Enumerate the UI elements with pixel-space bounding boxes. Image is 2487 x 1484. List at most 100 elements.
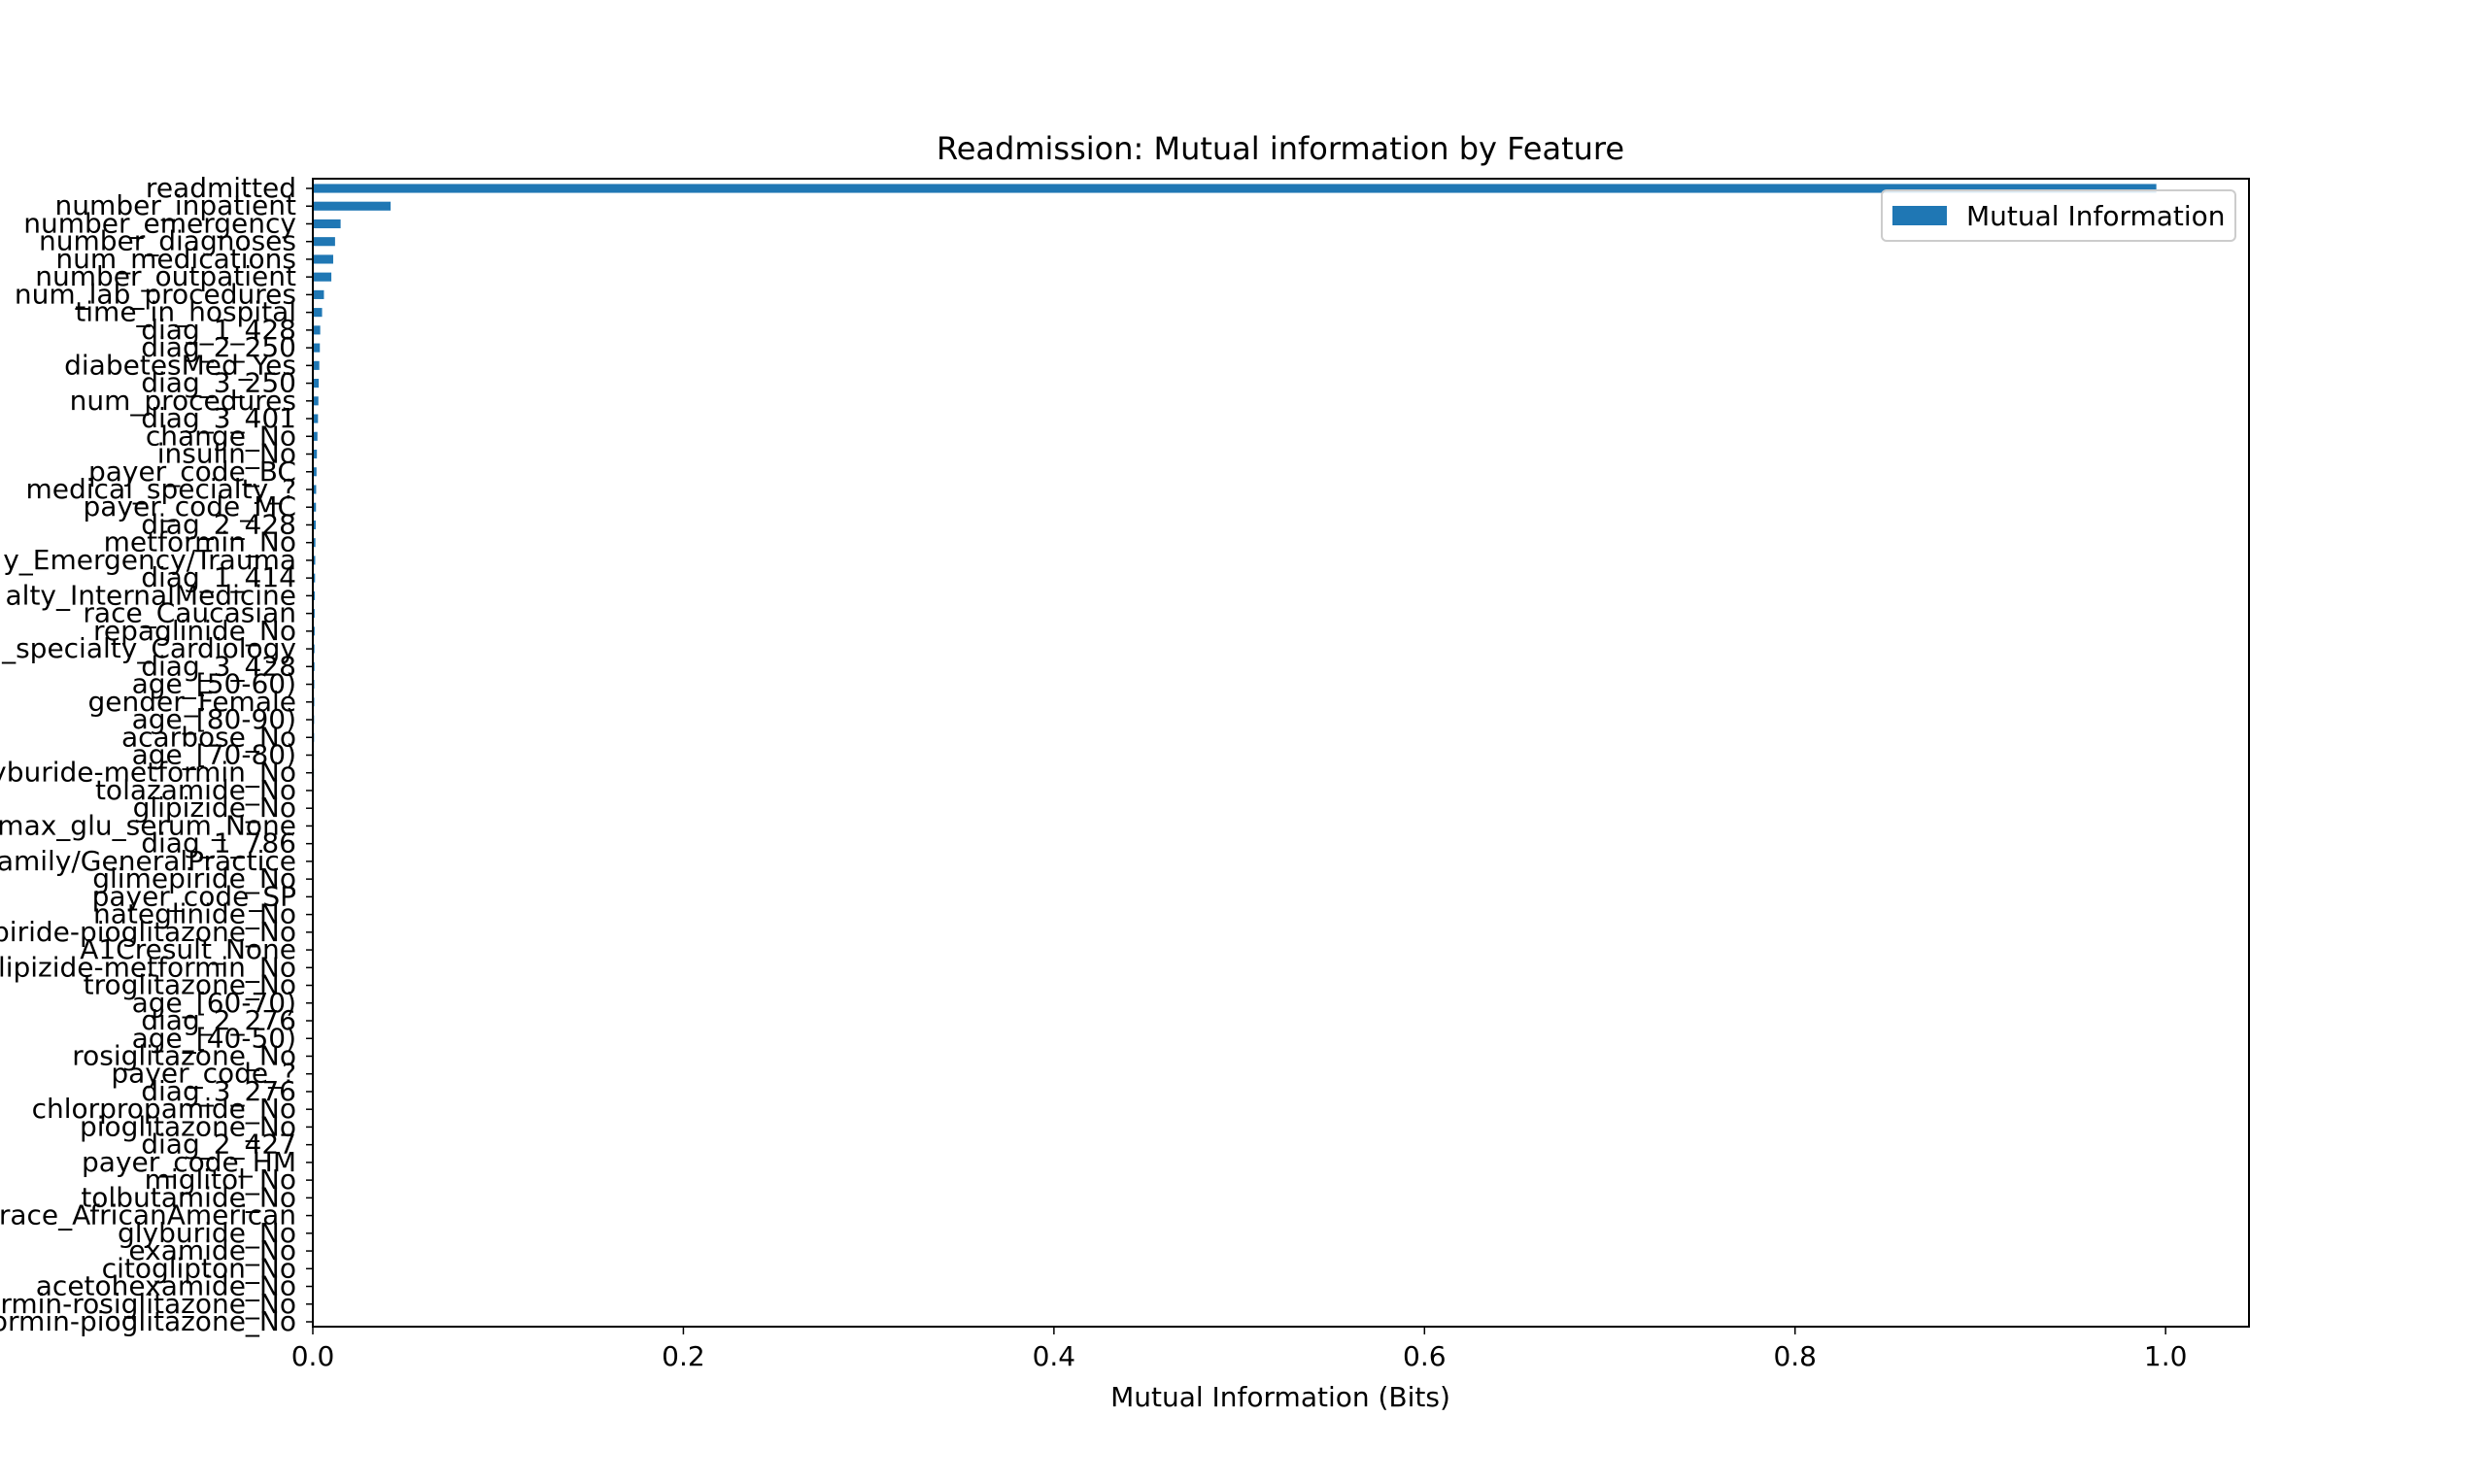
y-tick-label: payer_code_SP bbox=[92, 880, 296, 912]
y-tick-label: _specialty_Cardiology bbox=[1, 632, 296, 664]
bar-9 bbox=[313, 343, 321, 353]
y-tick-label: age_[80-90) bbox=[132, 703, 296, 735]
y-tick-label: yburide-metformin_No bbox=[0, 757, 296, 789]
y-tick-label: diag_3_276 bbox=[141, 1075, 296, 1107]
y-tick-label: piride-pioglitazone_No bbox=[0, 916, 296, 948]
y-tick-label: amily/GeneralPractice bbox=[0, 845, 296, 877]
bar-10 bbox=[313, 360, 320, 370]
x-axis-label: Mutual Information (Bits) bbox=[1110, 1381, 1450, 1413]
y-tick-label: change_No bbox=[146, 420, 296, 452]
y-tick-label: num_medications bbox=[55, 243, 296, 275]
bar-20 bbox=[313, 538, 316, 548]
y-tick-label: num_procedures bbox=[70, 385, 296, 417]
y-tick-label: number_inpatient bbox=[55, 189, 296, 221]
bar-3 bbox=[313, 237, 335, 247]
x-tick-label: 0.8 bbox=[1773, 1340, 1817, 1372]
x-tick-label: 0.4 bbox=[1033, 1340, 1076, 1372]
y-tick-label: diag_2_428 bbox=[141, 508, 296, 540]
y-tick-label: examide_No bbox=[128, 1234, 296, 1266]
y-tick-label: rmin-rosiglitazone_No bbox=[0, 1288, 296, 1320]
y-tick-label: diag_2_427 bbox=[141, 1129, 296, 1161]
y-tick-label: ormin-pioglitazone_No bbox=[0, 1305, 296, 1337]
y-tick-label: metformin_No bbox=[104, 526, 296, 558]
bar-17 bbox=[313, 485, 317, 494]
bar-0 bbox=[313, 184, 2157, 193]
y-tick-label: race_Caucasian bbox=[83, 597, 296, 629]
y-tick-label: A1Cresult_None bbox=[80, 933, 296, 965]
x-tick-label: 0.6 bbox=[1403, 1340, 1447, 1372]
bar-18 bbox=[313, 502, 317, 512]
y-tick-label: gender_Female bbox=[88, 686, 297, 718]
y-tick-label: payer_code_BC bbox=[88, 455, 296, 488]
y-tick-label: diag_3_428 bbox=[141, 650, 296, 682]
bar-4 bbox=[313, 254, 333, 264]
y-tick-label: age_[50-60) bbox=[132, 668, 296, 700]
y-tick-label: diag_1_786 bbox=[141, 827, 296, 860]
bar-13 bbox=[313, 414, 319, 423]
y-tick-label: diabetesMed_Yes bbox=[64, 349, 296, 381]
y-tick-label: pioglitazone_No bbox=[80, 1110, 296, 1142]
y-tick-label: acetohexamide_No bbox=[36, 1270, 296, 1302]
x-tick-label: 0.0 bbox=[291, 1340, 335, 1372]
y-tick-label: payer_code_MC bbox=[84, 490, 296, 523]
bar-7 bbox=[313, 308, 323, 318]
y-tick-label: diag_2_276 bbox=[141, 1004, 296, 1036]
legend: Mutual Information bbox=[1881, 189, 2236, 242]
legend-swatch bbox=[1892, 206, 1947, 225]
y-tick-label: tolbutamide_No bbox=[81, 1181, 296, 1213]
bar-15 bbox=[313, 449, 318, 459]
x-axis: 0.0 0.2 0.4 0.6 0.8 1.0 bbox=[291, 1327, 2188, 1372]
bar-5 bbox=[313, 272, 332, 282]
bar-16 bbox=[313, 467, 317, 477]
y-tick-label: chlorpropamide_No bbox=[32, 1093, 296, 1125]
y-tick-label: miglitol_No bbox=[145, 1164, 296, 1196]
legend-box bbox=[1881, 189, 2236, 242]
bar-14 bbox=[313, 431, 318, 441]
bar-2 bbox=[313, 219, 341, 229]
bar-6 bbox=[313, 289, 324, 299]
y-tick-label: age_[40-50) bbox=[132, 1022, 296, 1054]
y-tick-label: time_in_hospital bbox=[75, 296, 296, 328]
y-tick-label: glipizide_No bbox=[133, 792, 296, 824]
y-tick-label: alty_InternalMedicine bbox=[6, 579, 296, 611]
y-tick-label: citoglipton_No bbox=[102, 1252, 296, 1284]
y-tick-label: glimepiride_No bbox=[92, 862, 296, 894]
bar-12 bbox=[313, 396, 319, 406]
bar-11 bbox=[313, 379, 320, 388]
bar-19 bbox=[313, 520, 317, 530]
y-tick-label: insulin_No bbox=[157, 438, 296, 470]
y-tick-label: race_AfricanAmerican bbox=[0, 1199, 296, 1231]
y-tick-label: acarbose_No bbox=[121, 721, 296, 753]
y-tick-label: tolazamide_No bbox=[95, 774, 296, 806]
y-tick-label: number_emergency bbox=[23, 207, 296, 239]
y-tick-label: rosiglitazone_No bbox=[72, 1039, 296, 1071]
x-tick-label: 0.2 bbox=[662, 1340, 705, 1372]
x-tick-label: 1.0 bbox=[2144, 1340, 2188, 1372]
y-tick-label: number_diagnoses bbox=[39, 225, 296, 257]
y-tick-label: number_outpatient bbox=[35, 260, 296, 292]
y-tick-label: diag_3_250 bbox=[141, 367, 296, 399]
y-tick-label: lipizide-metformin_No bbox=[0, 951, 296, 983]
y-tick-label: max_glu_serum_None bbox=[0, 809, 296, 841]
y-tick-label: age_[60-70) bbox=[132, 987, 296, 1019]
legend-label: Mutual Information bbox=[1966, 200, 2226, 232]
plot-frame bbox=[312, 178, 2250, 1328]
bar-23 bbox=[313, 590, 316, 600]
chart-title: Readmission: Mutual information by Featu… bbox=[937, 130, 1624, 167]
y-tick-label: medical_specialty_? bbox=[26, 473, 297, 505]
y-tick-label: repaglinide_No bbox=[93, 615, 296, 647]
y-tick-label: diag_1_414 bbox=[141, 561, 296, 593]
y-tick-label: y_Emergency/Trauma bbox=[3, 544, 296, 576]
y-tick-label: glyburide_No bbox=[118, 1217, 296, 1249]
y-tick-label: payer_code_HM bbox=[82, 1146, 296, 1178]
y-tick-label: diag_2_250 bbox=[141, 331, 296, 363]
y-tick-labels: readmittednumber_inpatientnumber_emergen… bbox=[0, 172, 313, 1337]
y-tick-label: age_[70-80) bbox=[132, 739, 296, 771]
y-tick-label: diag_1_428 bbox=[141, 314, 296, 346]
bar-1 bbox=[313, 201, 392, 211]
y-tick-label: readmitted bbox=[146, 172, 296, 204]
y-tick-label: troglitazone_No bbox=[84, 969, 296, 1001]
bar-21 bbox=[313, 556, 316, 565]
